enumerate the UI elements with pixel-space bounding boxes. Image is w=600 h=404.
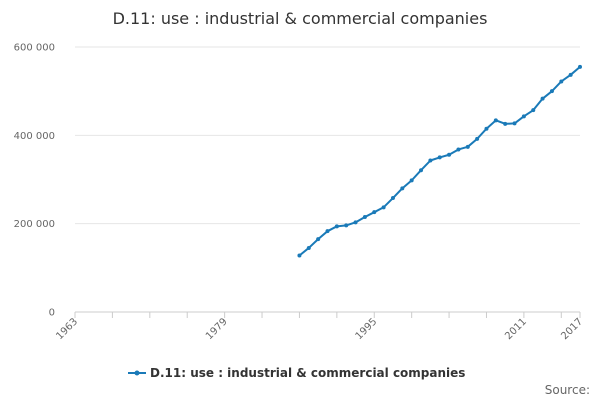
x-axis-ticks: 1963 1979 1995 2011 2017 bbox=[54, 312, 585, 342]
data-point[interactable] bbox=[409, 178, 414, 183]
x-tick-label: 1979 bbox=[204, 316, 230, 342]
data-point[interactable] bbox=[316, 237, 321, 242]
x-tick-label: 1995 bbox=[354, 316, 380, 342]
data-point[interactable] bbox=[447, 152, 452, 157]
data-point[interactable] bbox=[549, 89, 554, 94]
data-point[interactable] bbox=[465, 144, 470, 149]
data-point[interactable] bbox=[390, 196, 395, 201]
y-tick-label: 600 000 bbox=[14, 43, 55, 54]
data-point[interactable] bbox=[475, 136, 480, 141]
grid-lines bbox=[75, 46, 580, 225]
data-point[interactable] bbox=[325, 229, 330, 234]
data-point[interactable] bbox=[521, 114, 526, 119]
legend-marker-swatch bbox=[134, 370, 140, 376]
chart-title: D.11: use : industrial & commercial comp… bbox=[113, 9, 488, 28]
data-point[interactable] bbox=[419, 168, 424, 173]
y-axis-ticks: 0 200 000 400 000 600 000 bbox=[14, 43, 55, 319]
data-point[interactable] bbox=[493, 118, 498, 123]
data-point[interactable] bbox=[531, 108, 536, 113]
data-point[interactable] bbox=[503, 121, 508, 126]
x-tick-label: 1963 bbox=[54, 316, 80, 342]
data-point[interactable] bbox=[578, 64, 582, 69]
data-point[interactable] bbox=[437, 155, 442, 160]
y-tick-label: 200 000 bbox=[14, 219, 55, 230]
data-point[interactable] bbox=[512, 121, 517, 126]
data-point[interactable] bbox=[484, 126, 489, 131]
legend-label: D.11: use : industrial & commercial comp… bbox=[150, 366, 465, 380]
series-layer bbox=[297, 64, 582, 258]
data-point[interactable] bbox=[540, 96, 545, 101]
data-point[interactable] bbox=[428, 158, 433, 163]
series-line[interactable] bbox=[298, 65, 581, 257]
y-tick-label: 400 000 bbox=[14, 131, 55, 142]
data-point[interactable] bbox=[297, 253, 302, 258]
data-point[interactable] bbox=[456, 147, 461, 152]
data-point[interactable] bbox=[362, 215, 367, 220]
data-point[interactable] bbox=[568, 72, 573, 77]
source-label: Source: bbox=[545, 383, 590, 397]
data-point[interactable] bbox=[559, 79, 564, 84]
data-point[interactable] bbox=[344, 223, 349, 228]
legend[interactable]: D.11: use : industrial & commercial comp… bbox=[128, 366, 465, 380]
data-point[interactable] bbox=[381, 205, 386, 210]
data-point[interactable] bbox=[306, 245, 311, 250]
data-point[interactable] bbox=[353, 220, 358, 225]
x-tick-label: 2011 bbox=[503, 316, 529, 342]
data-point[interactable] bbox=[372, 210, 377, 215]
x-tick-label: 2017 bbox=[559, 316, 585, 342]
y-tick-label: 0 bbox=[49, 308, 55, 319]
data-point[interactable] bbox=[334, 224, 339, 229]
data-point[interactable] bbox=[400, 186, 405, 191]
